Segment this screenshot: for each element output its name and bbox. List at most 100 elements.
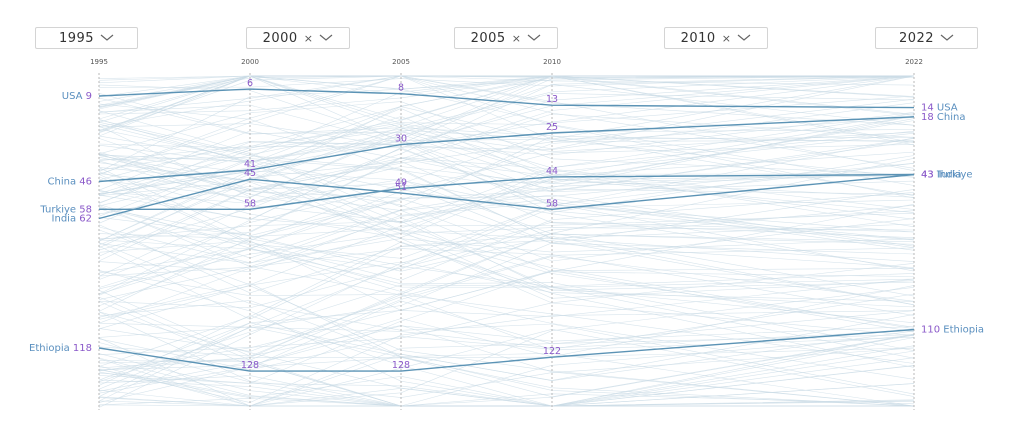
background-line [98, 261, 915, 330]
background-line [98, 139, 915, 272]
rank-value-label: 13 [546, 94, 558, 105]
background-line [98, 287, 915, 407]
country-name: India [52, 214, 80, 225]
year-select-label: 2022 [898, 30, 935, 46]
rank-value-label: 58 [244, 198, 256, 209]
rank-value-label: 49 [395, 177, 407, 188]
year-select-label: 2010 [680, 30, 716, 46]
background-line [98, 117, 915, 312]
background-line [98, 75, 915, 242]
background-line [98, 247, 915, 352]
background-line [98, 206, 915, 288]
rank-value: 43 [921, 170, 937, 181]
background-lines [98, 75, 915, 408]
background-line [98, 300, 915, 403]
year-select-1995[interactable]: 1995 [35, 27, 138, 49]
year-select-2005[interactable]: 2005 × [454, 27, 558, 49]
background-line [98, 198, 915, 273]
year-select-label: 2005 [470, 30, 506, 46]
background-line [98, 179, 915, 245]
series-line [98, 88, 915, 109]
background-line [98, 75, 915, 145]
rank-value-label: 128 [241, 360, 259, 371]
rank-value-label: 25 [546, 122, 558, 133]
rank-value-label: 51 [395, 182, 407, 193]
background-line [98, 365, 915, 407]
country-name: Ethiopia [29, 343, 73, 354]
rank-value-label: 44 [546, 166, 558, 177]
series-label-right: 43 India [921, 170, 961, 181]
year-select-2010[interactable]: 2010 × [664, 27, 768, 49]
remove-year-icon[interactable]: × [721, 31, 732, 45]
background-line [98, 75, 915, 150]
remove-year-icon[interactable]: × [303, 31, 314, 45]
background-line [98, 221, 915, 408]
country-name: USA [62, 91, 86, 102]
rank-value: 14 [921, 103, 937, 114]
country-name: China [937, 112, 966, 123]
country-name: Turkiye [39, 204, 79, 215]
rank-value: 62 [79, 214, 92, 225]
background-line [98, 110, 915, 251]
background-line [98, 293, 915, 371]
background-line [98, 131, 915, 177]
chevron-down-icon [100, 34, 114, 41]
chevron-down-icon [320, 34, 333, 41]
rank-value-label: 41 [244, 159, 256, 170]
country-name: Ethiopia [943, 325, 984, 336]
background-line [98, 153, 915, 299]
series-line [98, 328, 915, 372]
background-line [98, 248, 915, 316]
year-select-2022[interactable]: 2022 [875, 27, 978, 49]
series-ethiopia[interactable]: Ethiopia 118 128 128 122 110 Ethiopia [29, 325, 984, 372]
year-select-label: 2000 [262, 30, 298, 46]
background-line [98, 210, 915, 309]
rank-value-label: 122 [543, 346, 561, 357]
rank-value: 58 [79, 204, 92, 215]
background-line [98, 270, 915, 407]
country-name: Turkiye [936, 170, 973, 181]
series-line [99, 173, 915, 211]
axis-tick-label: 2010 [543, 58, 561, 66]
rank-value-label: 30 [395, 134, 407, 145]
background-line [98, 207, 915, 306]
background-line [98, 174, 915, 281]
axis-tick-label: 2000 [241, 58, 259, 66]
chevron-down-icon [738, 34, 751, 41]
rank-value: 110 [921, 325, 943, 336]
background-line [98, 247, 915, 380]
series-line [98, 116, 915, 183]
series-line [98, 173, 915, 220]
rank-value: 9 [86, 91, 92, 102]
background-line [98, 334, 915, 407]
background-line [98, 151, 915, 224]
series-india[interactable]: India 62 45 51 58 43 India [52, 168, 962, 224]
series-label-left: India 62 [52, 214, 92, 225]
rank-value: 18 [921, 112, 937, 123]
rank-value: 118 [73, 343, 92, 354]
background-line [98, 300, 915, 407]
series-usa[interactable]: USA 9 6 8 13 14 USA [62, 78, 958, 113]
series-label-left: China 46 [48, 177, 92, 188]
axis-tick-label: 2005 [392, 58, 410, 66]
series-label-left: USA 9 [62, 91, 92, 102]
background-line [98, 75, 915, 102]
axis-tick-label: 1995 [90, 58, 108, 66]
year-select-2000[interactable]: 2000 × [246, 27, 350, 49]
remove-year-icon[interactable]: × [511, 31, 522, 45]
country-name: China [48, 177, 80, 188]
background-line [98, 358, 915, 407]
rank-value: 46 [79, 177, 92, 188]
background-line [98, 247, 915, 351]
series-label-right: 14 USA [921, 103, 958, 114]
background-line [98, 310, 915, 403]
background-line [98, 322, 915, 349]
background-line [98, 180, 915, 262]
year-select-label: 1995 [58, 30, 95, 46]
series-label-left: Turkiye 58 [39, 204, 92, 215]
series-china[interactable]: China 46 41 30 25 18 China [48, 112, 966, 188]
rank-value-label: 128 [392, 360, 410, 371]
rank-value-label: 8 [398, 83, 404, 94]
